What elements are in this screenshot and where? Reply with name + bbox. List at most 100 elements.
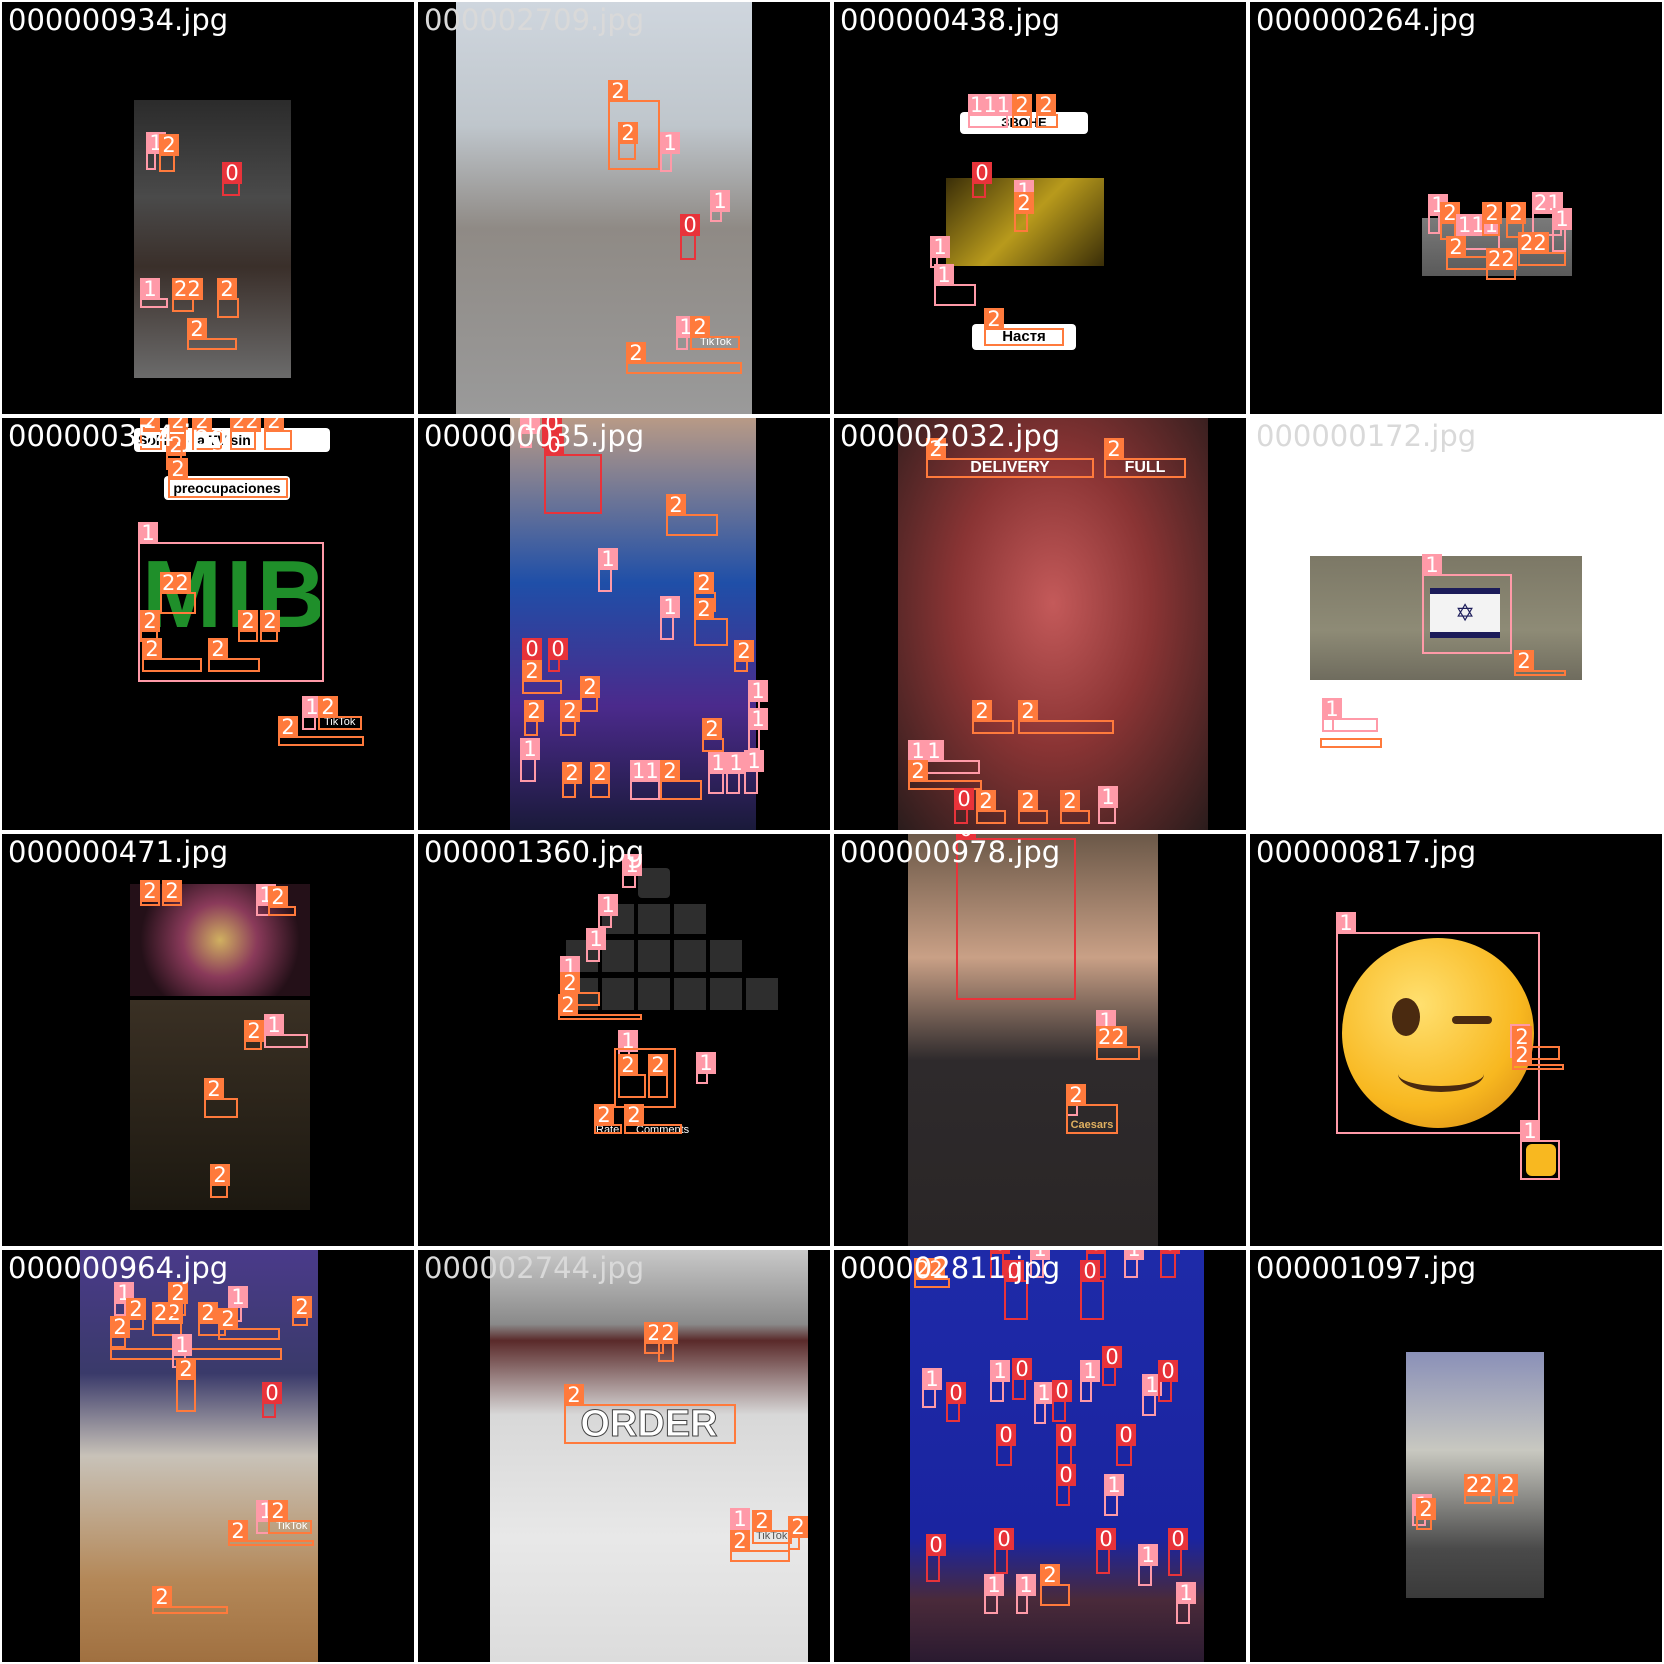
tile-10[interactable]: 000000978.jpg 0 1 22 1 2 Caesars bbox=[834, 834, 1246, 1246]
tile-1[interactable]: 000002709.jpg 2 2 1 1 0 1 2 2 TikTok bbox=[418, 2, 830, 414]
detection-box: 1 bbox=[710, 190, 730, 222]
detection-box: 22 bbox=[1096, 1026, 1140, 1060]
banner-delivery: DELIVERY bbox=[970, 459, 1050, 476]
tile-image bbox=[638, 868, 670, 898]
tile-12[interactable]: 000000964.jpg 1 2 2 22 2 2 1 2 2 1 2 0 1… bbox=[2, 1250, 414, 1662]
detection-box: 1 bbox=[930, 236, 950, 268]
detection-box bbox=[110, 1348, 282, 1360]
detection-box: 1 bbox=[138, 522, 324, 682]
detection-box: 0 bbox=[1012, 1358, 1032, 1400]
detection-box: 2 bbox=[788, 1516, 808, 1550]
detection-box: 1 bbox=[520, 738, 540, 782]
detection-box: 2 bbox=[260, 610, 280, 642]
detection-box: 0 bbox=[954, 788, 974, 824]
detection-box: 22 bbox=[172, 278, 203, 312]
detection-box: 2 bbox=[702, 718, 724, 752]
tile-9[interactable]: 000001360.jpg 1 1 1 1 2 2 1 2 2 1 2 2 Ra… bbox=[418, 834, 830, 1246]
detection-box: 0 bbox=[1004, 1260, 1028, 1320]
tile-filename: 000001097.jpg bbox=[1256, 1251, 1477, 1285]
tile-5[interactable]: 000000035.jpg 1 0 0 2 1 2 1 2 2 0 0 2 2 … bbox=[418, 418, 830, 830]
detection-box: 2 bbox=[1506, 202, 1526, 238]
detection-box: 2 bbox=[648, 1054, 668, 1098]
detection-box: 2 bbox=[608, 80, 660, 170]
tile-0[interactable]: 000000934.jpg 1 2 0 1 22 2 2 bbox=[2, 2, 414, 414]
detection-box: 2 bbox=[618, 122, 638, 160]
detection-box: 2 bbox=[162, 880, 182, 906]
tile-15[interactable]: 000001097.jpg 1 2 22 2 bbox=[1250, 1250, 1662, 1662]
tiktok-watermark: TikTok bbox=[276, 1520, 308, 1532]
detection-box: 1 bbox=[1138, 1544, 1158, 1586]
detection-box: 1 bbox=[1080, 1360, 1100, 1402]
detection-box: 2 bbox=[1066, 1084, 1118, 1134]
detection-box: 2 bbox=[268, 1500, 312, 1534]
detection-box: 1 bbox=[228, 1286, 248, 1322]
detection-box: 2 bbox=[140, 610, 160, 642]
detection-box: 0 bbox=[1102, 1346, 1122, 1386]
detection-box: 2 bbox=[238, 610, 258, 642]
detection-box: 22 bbox=[160, 572, 196, 614]
detection-box: 0 bbox=[1116, 1424, 1136, 1466]
tile-6[interactable]: 000002032.jpg DELIVERY FULL 2 2 2 2 1 1 … bbox=[834, 418, 1246, 830]
detection-box: 2 bbox=[1512, 1044, 1564, 1070]
detection-box: 2 bbox=[694, 598, 728, 646]
detection-box: 0 bbox=[548, 638, 568, 672]
detection-box: 2 bbox=[168, 1282, 188, 1316]
detection-box: 1 bbox=[1016, 1574, 1036, 1614]
tile-14[interactable]: 000002811.jpg 22 0 1 0 1 0 0 0 1 0 1 0 1… bbox=[834, 1250, 1246, 1662]
detection-box bbox=[1320, 738, 1382, 748]
detection-box: 2 bbox=[564, 1384, 736, 1444]
detection-box: 0 bbox=[946, 1382, 966, 1422]
tile-image bbox=[456, 2, 752, 414]
detection-box: 1 bbox=[1552, 208, 1572, 252]
tile-2[interactable]: 000000438.jpg ЗВОНЕ 111 2 2 0 1 2 1 1 На… bbox=[834, 2, 1246, 414]
tiktok-watermark: TikTok bbox=[756, 1530, 788, 1542]
detection-box: 2 bbox=[192, 418, 222, 450]
detection-box: 1 bbox=[1336, 912, 1540, 1134]
detection-box: 2 bbox=[560, 972, 600, 1006]
detection-box: 2 bbox=[142, 638, 202, 672]
detection-box: 2 bbox=[522, 660, 562, 694]
detection-box: 2 bbox=[590, 762, 610, 798]
detection-box: 0 bbox=[926, 1534, 946, 1582]
detection-box: 0 bbox=[996, 1424, 1016, 1466]
detection-box: 2 bbox=[1104, 438, 1186, 478]
detection-box: 1 bbox=[1428, 194, 1448, 234]
detection-box: 1 bbox=[934, 264, 976, 306]
detection-box: 1 bbox=[140, 278, 168, 308]
tile-7[interactable]: 000000172.jpg 1 ✡ 2 1 bbox=[1250, 418, 1662, 830]
tile-8[interactable]: 000000471.jpg 2 2 1 2 1 2 2 2 bbox=[2, 834, 414, 1246]
tile-filename: 000000471.jpg bbox=[8, 835, 229, 869]
detection-box: 1 bbox=[146, 132, 166, 170]
detection-box: 1 bbox=[1422, 554, 1512, 654]
detection-box: 0 bbox=[1168, 1528, 1188, 1576]
detection-box: 2 bbox=[187, 318, 237, 350]
detection-box: 2 bbox=[1014, 192, 1034, 232]
tile-11[interactable]: 000000817.jpg 1 1 2 2 1 bbox=[1250, 834, 1662, 1246]
detection-box: 2 bbox=[1060, 790, 1090, 824]
detection-box: 1 bbox=[984, 1574, 1004, 1614]
tile-filename: 000000035.jpg bbox=[424, 419, 645, 453]
detection-box: 0 bbox=[544, 434, 602, 514]
detection-box: 2 bbox=[690, 316, 740, 350]
mib-logo: MIB bbox=[142, 542, 320, 648]
detection-box: 2 bbox=[218, 1308, 280, 1340]
detection-box: 2 bbox=[1018, 790, 1048, 824]
detection-box: 2 bbox=[166, 434, 186, 470]
detection-box: 1 bbox=[618, 1030, 638, 1064]
tile-13[interactable]: 000002744.jpg 2 2 ORDER 2 1 2 2 2 TikTok bbox=[418, 1250, 830, 1662]
tiktok-watermark: TikTok bbox=[324, 716, 356, 728]
tile-filename: 000002811.jpg bbox=[840, 1251, 1061, 1285]
detection-box: 1 bbox=[922, 1368, 942, 1408]
detection-box: 2 bbox=[580, 676, 600, 712]
tile-filename: 000000964.jpg bbox=[8, 1251, 229, 1285]
detection-box: 1 bbox=[1520, 1120, 1560, 1180]
tile-3[interactable]: 000000264.jpg 1 2 111 2 2 21 1 2 22 22 bbox=[1250, 2, 1662, 414]
detection-box: 22 bbox=[1518, 232, 1566, 266]
detection-box: 1 bbox=[586, 928, 606, 962]
detection-box: 0 bbox=[956, 834, 1076, 1000]
detection-box: 0 bbox=[994, 1528, 1014, 1574]
tile-4[interactable]: 000000354.jpg Sol ndo la TV sin preocupa… bbox=[2, 418, 414, 830]
detection-box: 1 bbox=[1142, 1374, 1162, 1416]
wink-emoji-icon bbox=[1342, 938, 1534, 1128]
detection-box: 22 bbox=[1464, 1474, 1495, 1504]
